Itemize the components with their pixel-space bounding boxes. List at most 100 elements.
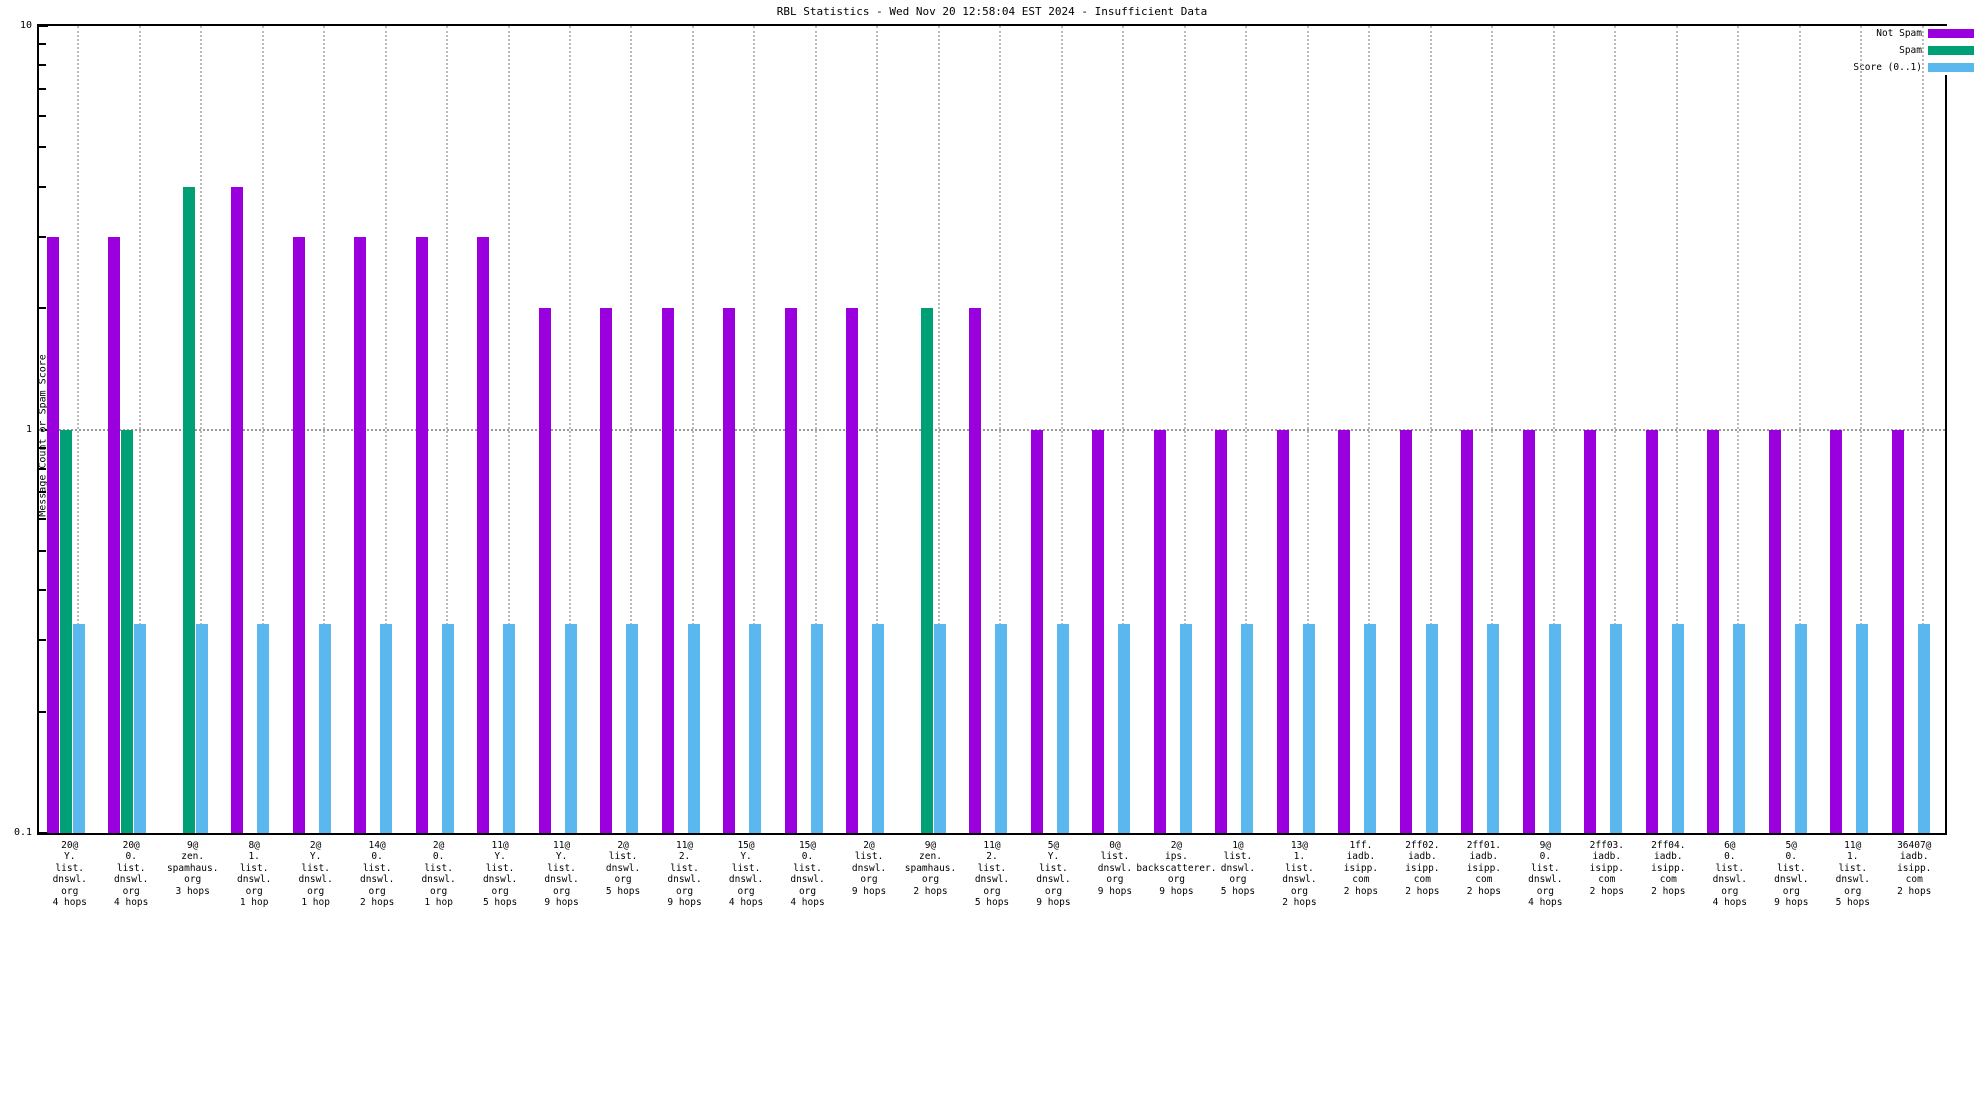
gridline-vertical <box>1429 26 1432 833</box>
y-tick-mark-minor <box>37 549 46 552</box>
x-axis-label: 5@ Y. list. dnswl. org 9 hops <box>1036 840 1071 909</box>
gridline-vertical <box>200 26 203 833</box>
gridline-vertical <box>1060 26 1063 833</box>
x-axis-label: 11@ 1. list. dnswl. org 5 hops <box>1835 840 1870 909</box>
bar-score <box>1179 623 1192 833</box>
gridline-vertical <box>568 26 571 833</box>
bar-score <box>72 623 85 833</box>
y-tick-mark-minor <box>37 185 46 188</box>
gridline-vertical <box>446 26 449 833</box>
x-axis-label: 15@ Y. list. dnswl. org 4 hops <box>728 840 764 909</box>
gridline-vertical <box>999 26 1002 833</box>
x-axis-label: 2@ Y. list. dnswl. org 1 hop <box>298 840 333 909</box>
gridline-vertical <box>1921 26 1924 833</box>
bar-not-spam <box>600 308 613 833</box>
y-tick-mark-minor <box>37 146 46 149</box>
gridline-vertical <box>323 26 326 833</box>
bar-score <box>1056 623 1069 833</box>
bar-not-spam <box>538 308 551 833</box>
bar-not-spam <box>46 236 59 833</box>
y-tick-mark-minor <box>37 307 46 310</box>
x-axis-label: 9@ 0. list. dnswl. org 4 hops <box>1528 840 1563 909</box>
bar-score <box>687 623 700 833</box>
bar-score <box>564 623 577 833</box>
x-axis-label: 2ff02. iadb. isipp. com 2 hops <box>1405 840 1440 897</box>
legend-label-spam: Spam <box>1899 45 1922 56</box>
legend: Not Spam Spam Score (0..1) <box>1851 26 1976 75</box>
gridline-vertical <box>1183 26 1186 833</box>
bar-score <box>441 623 454 833</box>
gridline-vertical <box>1306 26 1309 833</box>
gridline-vertical <box>630 26 633 833</box>
bar-not-spam <box>784 308 797 833</box>
x-axis-label: 1@ list. dnswl. org 5 hops <box>1220 840 1256 897</box>
bar-not-spam <box>1461 429 1474 833</box>
y-tick-mark-minor <box>37 710 46 713</box>
bar-not-spam <box>1215 429 1228 833</box>
bar-score <box>749 623 762 833</box>
y-tick-mark <box>37 25 48 27</box>
bar-score <box>1548 623 1561 833</box>
x-axis-label: 1ff. iadb. isipp. com 2 hops <box>1343 840 1379 897</box>
bar-spam <box>182 186 195 833</box>
x-axis-label: 5@ 0. list. dnswl. org 9 hops <box>1774 840 1809 909</box>
y-tick-mark <box>37 832 48 834</box>
legend-swatch-spam <box>1928 46 1974 55</box>
bar-score <box>1856 623 1869 833</box>
bar-score <box>1794 623 1807 833</box>
legend-item-spam: Spam <box>1899 45 1974 56</box>
bar-not-spam <box>1891 429 1904 833</box>
bar-score <box>134 623 147 833</box>
bar-not-spam <box>415 236 428 833</box>
bar-score <box>933 623 946 833</box>
bar-not-spam <box>969 308 982 833</box>
x-axis-label: 20@ Y. list. dnswl. org 4 hops <box>52 840 87 909</box>
bar-spam <box>59 429 72 833</box>
bar-not-spam <box>1768 429 1781 833</box>
x-axis-label: 11@ 2. list. dnswl. org 5 hops <box>974 840 1010 909</box>
bar-not-spam <box>1030 429 1043 833</box>
y-tick-mark-minor <box>37 639 46 642</box>
bar-not-spam <box>108 236 121 833</box>
x-axis-label: 11@ Y. list. dnswl. org 9 hops <box>544 840 579 909</box>
bar-score <box>1118 623 1131 833</box>
x-axis-label: 20@ 0. list. dnswl. org 4 hops <box>114 840 149 909</box>
gridline-vertical <box>1798 26 1801 833</box>
bar-score <box>195 623 208 833</box>
gridline-vertical <box>507 26 510 833</box>
bar-not-spam <box>1399 429 1412 833</box>
bar-not-spam <box>1153 429 1166 833</box>
legend-swatch-not-spam <box>1928 29 1974 38</box>
gridline-vertical <box>384 26 387 833</box>
chart-title: RBL Statistics - Wed Nov 20 12:58:04 EST… <box>776 5 1208 18</box>
y-tick-mark-minor <box>37 64 46 67</box>
legend-label-not-spam: Not Spam <box>1876 28 1922 39</box>
gridline-vertical <box>1614 26 1617 833</box>
x-axis-label: 2ff04. iadb. isipp. com 2 hops <box>1651 840 1686 897</box>
bar-score <box>257 623 270 833</box>
bar-not-spam <box>354 236 367 833</box>
y-tick-mark-minor <box>37 235 46 238</box>
legend-label-score: Score (0..1) <box>1853 62 1922 73</box>
gridline-vertical <box>77 26 80 833</box>
x-axis-label: 15@ 0. list. dnswl. org 4 hops <box>790 840 825 909</box>
bar-score <box>810 623 823 833</box>
bar-score <box>503 623 516 833</box>
gridline-vertical <box>814 26 817 833</box>
x-axis-label: 6@ 0. list. dnswl. org 4 hops <box>1712 840 1747 909</box>
bar-not-spam <box>231 186 244 833</box>
bar-spam <box>920 308 933 833</box>
bar-score <box>1917 623 1930 833</box>
gridline-vertical <box>1368 26 1371 833</box>
bar-score <box>318 623 331 833</box>
gridline-vertical <box>1675 26 1678 833</box>
x-axis-label: 2ff03. iadb. isipp. com 2 hops <box>1589 840 1624 897</box>
x-axis-label: 36407@ iadb. isipp. com 2 hops <box>1897 840 1932 897</box>
y-tick-mark-minor <box>37 446 46 449</box>
bar-score <box>872 623 885 833</box>
bar-score <box>1241 623 1254 833</box>
bar-score <box>1671 623 1684 833</box>
x-axis-label: 2@ list. dnswl. org 9 hops <box>851 840 887 897</box>
bar-not-spam <box>1276 429 1289 833</box>
